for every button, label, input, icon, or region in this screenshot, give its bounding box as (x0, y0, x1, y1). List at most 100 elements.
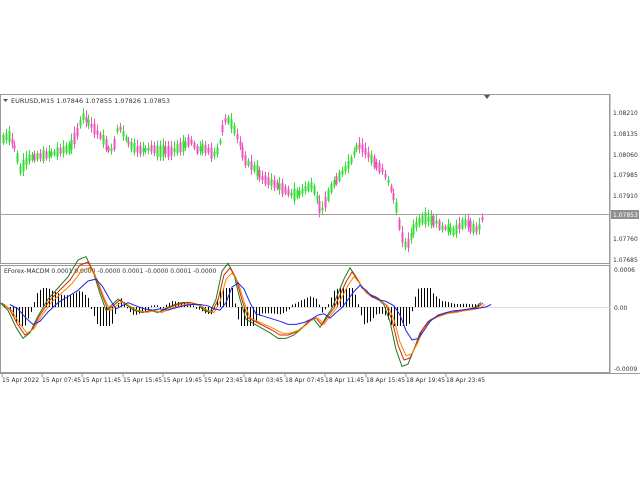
candle-body (467, 219, 470, 228)
candle-body (461, 219, 464, 229)
candle-body (384, 173, 387, 178)
candle-body (321, 207, 324, 211)
candle-body (387, 179, 390, 184)
candle-body (361, 144, 364, 153)
candle-body (424, 212, 427, 225)
candle-body (472, 223, 475, 233)
candle-body (284, 186, 287, 194)
candle-body (355, 144, 358, 151)
time-axis-label: 15 Apr 2022 (2, 377, 39, 384)
candle-body (239, 141, 242, 147)
time-axis-label: 15 Apr 19:45 (163, 377, 202, 384)
candle-body (304, 186, 307, 192)
candle-body (370, 154, 373, 164)
time-axis-label: 18 Apr 15:45 (366, 377, 405, 384)
candle-body (381, 168, 384, 173)
candle-body (162, 144, 165, 157)
candle-body (70, 139, 73, 150)
candle-body (207, 147, 210, 153)
candle-body (247, 160, 250, 166)
candle-body (53, 151, 56, 156)
candle-body (390, 185, 393, 192)
indicator-pane[interactable] (0, 265, 610, 373)
candle-body (187, 137, 190, 147)
candle-body (449, 226, 452, 233)
candle-body (204, 144, 207, 154)
candle-body (410, 233, 413, 240)
main-chart-pane[interactable] (0, 94, 610, 264)
candle-body (373, 156, 376, 168)
candle-body (102, 135, 105, 145)
candle-body (48, 150, 51, 158)
candle-body (290, 192, 293, 196)
candle-body (364, 148, 367, 155)
candle-body (36, 153, 39, 160)
candle-body (278, 183, 281, 191)
candle-body (244, 155, 247, 166)
candle-body (210, 147, 213, 159)
candle-body (276, 182, 279, 189)
candle-body (307, 183, 310, 191)
price-scale-label: 1.08060 (613, 152, 638, 159)
candle-body (11, 138, 14, 145)
candle-body (224, 118, 227, 123)
chart-shift-marker-icon[interactable] (484, 95, 490, 99)
price-scale-label: 1.08210 (613, 110, 638, 117)
candle-body (258, 169, 261, 180)
candle-body (39, 152, 42, 160)
candle-body (427, 216, 430, 222)
candle-body (475, 226, 478, 233)
candle-body (110, 148, 113, 152)
candlestick-series (2, 108, 484, 253)
indicator-scale-bottom: -0.0009 (614, 366, 637, 373)
price-scale-label: 1.07685 (613, 257, 638, 264)
candle-body (59, 147, 62, 154)
time-axis-label: 15 Apr 23:45 (204, 377, 243, 384)
price-scale-label: 1.07910 (613, 193, 638, 200)
macd-lines (0, 255, 492, 368)
candle-body (353, 150, 356, 156)
candle-body (68, 143, 71, 154)
candle-body (184, 141, 187, 148)
candle-body (99, 133, 102, 139)
candle-body (113, 138, 116, 150)
candle-body (19, 166, 22, 174)
candle-body (76, 127, 79, 137)
candle-body (230, 119, 233, 129)
candle-body (31, 154, 34, 161)
candle-body (464, 219, 467, 226)
candle-body (270, 179, 273, 186)
candle-body (407, 238, 410, 248)
candle-body (310, 181, 313, 190)
candle-body (296, 189, 299, 198)
candle-body (201, 143, 204, 153)
candle-body (199, 146, 202, 152)
candle-body (367, 152, 370, 158)
candle-body (298, 190, 301, 196)
collapse-triangle-icon[interactable] (3, 99, 8, 102)
candle-body (344, 166, 347, 172)
candle-body (159, 145, 162, 158)
candle-body (415, 221, 418, 228)
candle-body (147, 147, 150, 151)
candle-body (412, 224, 415, 235)
candle-body (438, 220, 441, 230)
candle-body (136, 146, 139, 153)
candle-body (127, 140, 130, 145)
candle-body (116, 128, 119, 132)
candle-body (469, 220, 472, 232)
candle-body (193, 142, 196, 149)
candle-body (73, 132, 76, 145)
price-scale-label: 1.08135 (613, 131, 638, 138)
candle-body (62, 146, 65, 154)
price-scale-label: 1.07985 (613, 172, 638, 179)
candle-body (179, 142, 182, 153)
candle-body (25, 157, 28, 165)
candle-body (341, 170, 344, 175)
candle-body (447, 223, 450, 233)
candle-body (398, 219, 401, 230)
candle-body (5, 133, 8, 141)
candle-body (444, 226, 447, 230)
